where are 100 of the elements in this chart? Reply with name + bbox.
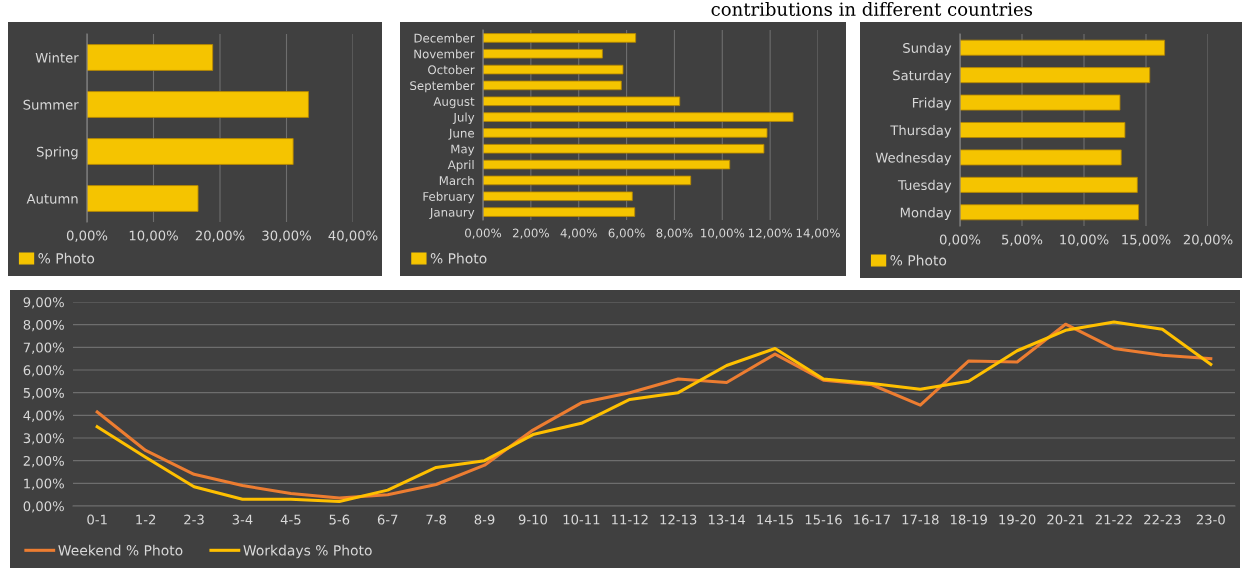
bar xyxy=(960,122,1126,138)
x-tick-label: 9-10 xyxy=(518,514,548,525)
x-tick-label: 4-5 xyxy=(280,514,301,525)
legend-label: Weekend % Photo xyxy=(58,544,183,556)
x-tick-label: 6,00% xyxy=(608,228,645,239)
x-tick-label: 8,00% xyxy=(656,228,693,239)
x-tick-label: 8-9 xyxy=(474,514,495,525)
x-tick-label: 13-14 xyxy=(708,514,746,525)
x-tick-label: 10,00% xyxy=(1060,234,1109,246)
x-tick-label: 20,00% xyxy=(195,230,245,242)
y-tick-label: 1,00% xyxy=(24,478,64,490)
bar xyxy=(87,91,309,118)
bar xyxy=(483,191,633,202)
y-tick-label: June xyxy=(448,128,475,140)
y-tick-label: November xyxy=(414,49,475,59)
x-tick-label: 2-3 xyxy=(184,514,204,525)
bar xyxy=(483,112,794,122)
legend-label: % Photo xyxy=(430,252,487,264)
y-tick-label: Janaury xyxy=(429,207,475,220)
x-tick-label: 21-22 xyxy=(1095,514,1132,525)
legend-label: % Photo xyxy=(38,252,95,264)
y-tick-label: September xyxy=(410,80,475,93)
x-tick-label: 6-7 xyxy=(377,514,398,525)
y-tick-label: 7,00% xyxy=(23,342,64,354)
y-tick-label: Saturday xyxy=(893,70,952,83)
x-tick-label: 23-0 xyxy=(1196,514,1225,525)
y-tick-label: March xyxy=(439,175,474,186)
y-tick-label: Monday xyxy=(900,207,952,221)
y-tick-label: Friday xyxy=(912,97,952,111)
bar xyxy=(483,175,692,186)
x-tick-label: 19-20 xyxy=(999,514,1036,525)
y-tick-label: Winter xyxy=(35,52,79,63)
x-tick-label: 40,00% xyxy=(328,230,378,242)
bar xyxy=(483,64,624,75)
x-tick-label: 0,00% xyxy=(66,230,108,242)
y-tick-label: Thursday xyxy=(890,124,952,138)
bar xyxy=(87,138,294,165)
y-tick-label: Spring xyxy=(36,146,78,160)
y-tick-label: Summer xyxy=(23,99,79,110)
bar xyxy=(960,39,1166,56)
x-tick-label: 17-18 xyxy=(902,514,939,525)
y-tick-label: October xyxy=(428,65,475,75)
x-tick-label: 1-2 xyxy=(136,514,156,525)
bar xyxy=(960,176,1138,193)
y-tick-label: 8,00% xyxy=(23,319,64,332)
y-tick-label: July xyxy=(452,112,475,125)
bar xyxy=(87,44,214,71)
x-tick-label: 15-16 xyxy=(805,514,842,525)
x-tick-label: 12,00% xyxy=(748,228,792,239)
y-tick-label: February xyxy=(423,191,475,204)
y-tick-label: Wednesday xyxy=(875,152,952,166)
bar xyxy=(960,94,1121,111)
x-tick-label: 16-17 xyxy=(854,514,890,525)
x-tick-label: 3-4 xyxy=(232,514,253,525)
bar xyxy=(960,67,1151,84)
y-tick-label: Autumn xyxy=(26,193,78,204)
x-tick-label: 22-23 xyxy=(1144,514,1181,525)
y-tick-label: 0,00% xyxy=(23,501,64,513)
bar xyxy=(960,204,1139,221)
x-tick-label: 30,00% xyxy=(262,230,311,242)
legend-label: % Photo xyxy=(890,254,947,266)
x-tick-label: 10,00% xyxy=(701,228,745,239)
x-tick-label: 5,00% xyxy=(1002,234,1043,246)
y-tick-label: 2,00% xyxy=(23,455,64,468)
bar xyxy=(483,33,637,43)
x-tick-label: 12-13 xyxy=(660,514,697,525)
bar xyxy=(960,149,1122,166)
x-tick-label: 0,00% xyxy=(465,228,502,239)
y-tick-label: Sunday xyxy=(903,42,952,56)
x-tick-label: 10,00% xyxy=(129,230,178,242)
x-tick-label: 20-21 xyxy=(1047,514,1084,525)
y-tick-label: August xyxy=(433,97,475,109)
x-tick-label: 14,00% xyxy=(796,228,840,239)
bar xyxy=(483,96,681,107)
x-tick-label: 18-19 xyxy=(950,514,987,525)
y-tick-label: 5,00% xyxy=(23,387,64,400)
y-tick-label: December xyxy=(414,33,475,43)
legend-label: Workdays % Photo xyxy=(243,544,372,559)
y-tick-label: 3,00% xyxy=(23,433,64,445)
x-tick-label: 7-8 xyxy=(426,514,446,525)
y-tick-label: April xyxy=(447,160,474,172)
x-tick-label: 0,00% xyxy=(939,234,981,246)
y-tick-label: 6,00% xyxy=(23,365,64,377)
bar xyxy=(483,159,731,170)
y-tick-label: May xyxy=(451,144,475,156)
bar xyxy=(87,185,199,212)
x-tick-label: 2,00% xyxy=(512,228,549,239)
bar xyxy=(483,128,768,138)
x-tick-label: 5-6 xyxy=(329,514,350,525)
y-tick-label: Tuesday xyxy=(897,179,952,193)
x-tick-label: 20,00% xyxy=(1183,234,1233,246)
bar xyxy=(483,207,636,217)
bar xyxy=(483,80,622,91)
bar xyxy=(483,48,603,59)
x-tick-label: 10-11 xyxy=(563,514,600,525)
x-tick-label: 11-12 xyxy=(612,514,648,525)
text: contributions in different countries xyxy=(711,2,1033,16)
x-tick-label: 15,00% xyxy=(1122,234,1171,246)
x-tick-label: 14-15 xyxy=(757,514,794,525)
x-tick-label: 0-1 xyxy=(87,514,107,525)
